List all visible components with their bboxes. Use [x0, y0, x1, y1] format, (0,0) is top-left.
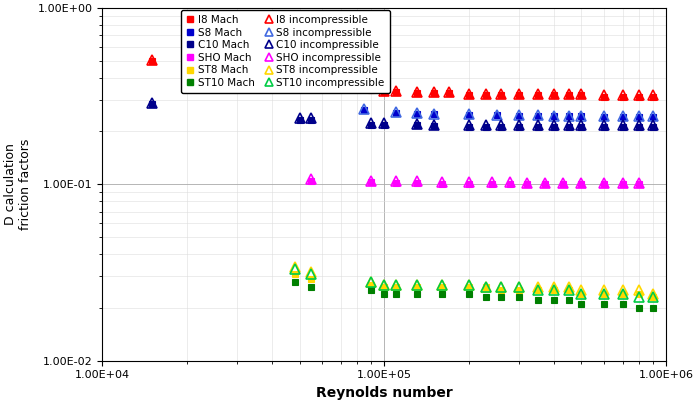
X-axis label: Reynolds number: Reynolds number: [316, 386, 453, 400]
Legend: I8 Mach, S8 Mach, C10 Mach, SHO Mach, ST8 Mach, ST10 Mach, I8 incompressible, S8: I8 Mach, S8 Mach, C10 Mach, SHO Mach, ST…: [181, 10, 390, 93]
Y-axis label: D calculation
friction factors: D calculation friction factors: [4, 139, 32, 230]
